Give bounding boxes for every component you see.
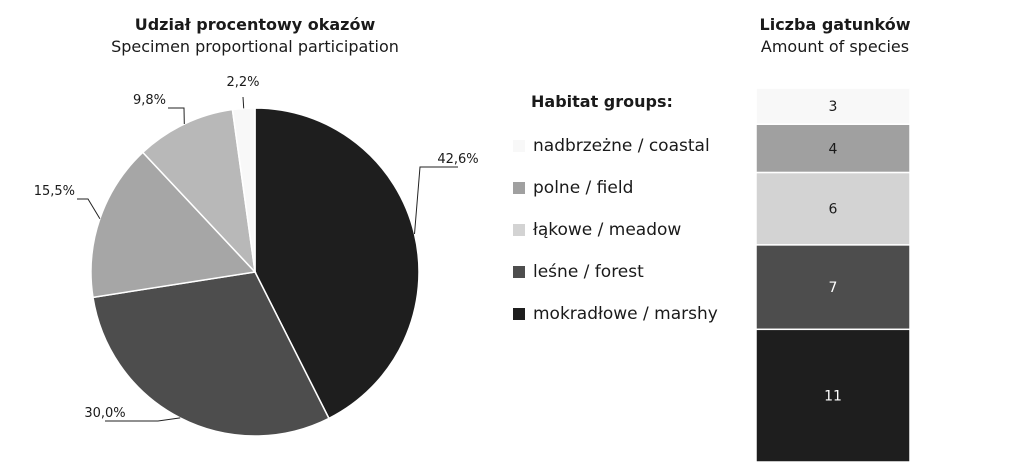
bar-chart-title: Liczba gatunków Amount of species [735, 14, 935, 58]
bar-value-label: 11 [824, 389, 842, 405]
pie-data-label: 2,2% [226, 75, 259, 90]
legend-item-forest: leśne / forest [513, 251, 753, 293]
bar-value-label: 3 [829, 99, 838, 115]
pie-slice [90, 151, 257, 299]
pie-data-label: 15,5% [34, 184, 75, 199]
bar-value-label: 4 [829, 141, 838, 157]
pie-leader-line [242, 96, 245, 109]
bar-segment [755, 171, 911, 246]
legend-item-meadow: łąkowe / meadow [513, 209, 753, 251]
pie-title-sub: Specimen proportional participation [111, 37, 399, 56]
legend: Habitat groups: nadbrzeżne / coastal pol… [513, 92, 753, 335]
pie-leader-line [77, 198, 101, 219]
pie-title-main: Udział procentowy okazów [134, 15, 376, 34]
legend-label: leśne / forest [533, 262, 644, 282]
pie-leader-line [414, 166, 458, 235]
legend-item-field: polne / field [513, 167, 753, 209]
pie-data-label: 9,8% [133, 93, 166, 108]
legend-item-marshy: mokradłowe / marshy [513, 293, 753, 335]
legend-item-coastal: nadbrzeżne / coastal [513, 125, 753, 167]
legend-swatch [513, 266, 525, 278]
bar-segment [755, 244, 911, 331]
legend-swatch [513, 140, 525, 152]
legend-swatch [513, 182, 525, 194]
legend-label: mokradłowe / marshy [533, 304, 718, 324]
pie-data-label: 42,6% [437, 152, 478, 167]
legend-swatch [513, 308, 525, 320]
bar-value-label: 6 [829, 202, 838, 218]
pie-leader-line [105, 417, 181, 422]
legend-title: Habitat groups: [531, 92, 673, 111]
bar-value-label: 7 [829, 280, 838, 296]
pie-leader-line [168, 107, 185, 125]
bar-title-sub: Amount of species [760, 37, 910, 56]
bar-title-main: Liczba gatunków [759, 15, 911, 34]
bar-segment [755, 87, 911, 125]
legend-label: nadbrzeżne / coastal [533, 136, 710, 156]
bar-segment [755, 328, 911, 463]
pie-slice [141, 108, 257, 275]
pie-chart-title: Udział procentowy okazów Specimen propor… [40, 14, 470, 58]
legend-swatch [513, 224, 525, 236]
legend-label: polne / field [533, 178, 634, 198]
legend-label: łąkowe / meadow [533, 220, 682, 240]
bar-segment [755, 123, 911, 174]
pie-slice [92, 271, 330, 437]
pie-data-label: 30,0% [84, 406, 125, 421]
